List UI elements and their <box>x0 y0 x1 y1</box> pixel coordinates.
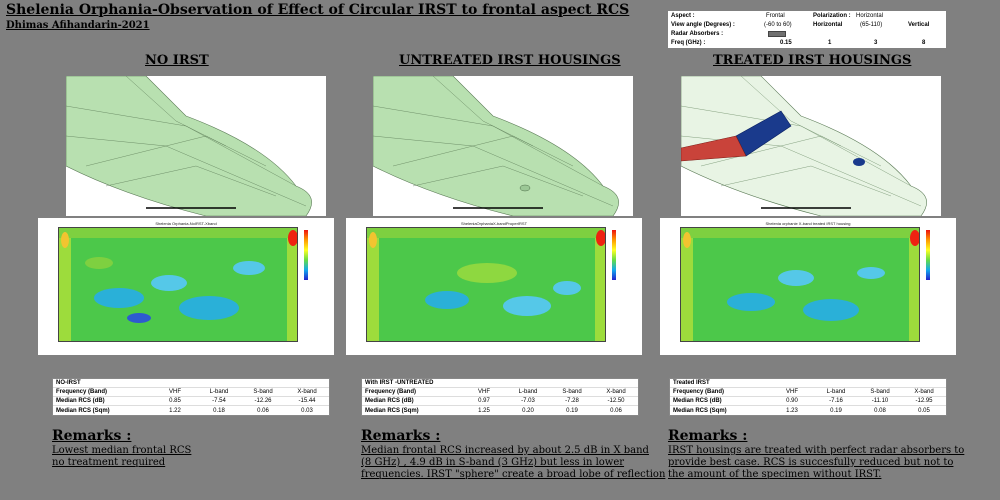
rcs-heatmap-field <box>59 228 297 341</box>
table-row: Frequency (Band) VHF L-band S-band X-ban… <box>670 388 946 397</box>
aircraft-model-render <box>373 76 633 216</box>
rcs-heatmap-field <box>367 228 605 341</box>
aspect-value: Frontal <box>766 13 785 19</box>
section-heading-no-irst: NO IRST <box>145 53 209 68</box>
view-angle-range-2: (65-110) <box>860 22 883 28</box>
view-angle-range-1: (-60 to 60) <box>764 22 792 28</box>
table-title: NO-IRST <box>56 380 81 386</box>
parameters-table: Aspect : Frontal Polarization : Horizont… <box>668 11 946 48</box>
rcs-colorbar <box>926 230 930 280</box>
table-title: Treated IRST <box>673 380 710 386</box>
rcs-colorbar <box>612 230 616 280</box>
results-table: NO-IRST Frequency (Band) VHF L-band S-ba… <box>52 378 330 416</box>
rcs-heatmap-field <box>681 228 919 341</box>
aircraft-nose-wireframe-treated <box>681 76 927 216</box>
table-row: Median RCS (dB) 0.90 -7.16 -11.10 -12.95 <box>670 397 946 406</box>
remarks-heading: Remarks : <box>361 428 441 444</box>
absorber-swatch <box>768 31 786 37</box>
remarks-text: Lowest median frontal RCS no treatment r… <box>52 445 192 468</box>
freq-value: 0.15 <box>780 40 792 46</box>
aircraft-model-render <box>681 76 941 216</box>
view-angle-label: View angle (Degrees) : <box>671 22 735 28</box>
rcs-map: SheleniaOrphaniaX-bandProperIRST <box>346 218 642 355</box>
results-table: Treated IRST Frequency (Band) VHF L-band… <box>669 378 947 416</box>
view-angle-horizontal: Horizontal <box>813 22 843 28</box>
author: Dhimas Afihandarin-2021 <box>6 20 150 31</box>
polarization-value: Horizontal <box>856 13 884 19</box>
rcs-map-title: Shelenia Orphania-NoIRST-Xband <box>155 221 217 226</box>
page-title: Shelenia Orphania-Observation of Effect … <box>6 2 630 18</box>
results-table: With IRST -UNTREATED Frequency (Band) VH… <box>361 378 639 416</box>
remarks-text: Median frontal RCS increased by about 2.… <box>361 445 666 480</box>
remarks-heading: Remarks : <box>52 428 132 444</box>
freq-value: 3 <box>874 40 878 46</box>
table-title: With IRST -UNTREATED <box>365 380 434 386</box>
rcs-map: Shelenia orphanie X-band treated IRST ho… <box>660 218 956 355</box>
radar-absorbers-label: Radar Absorbers : <box>671 31 724 37</box>
remarks-heading: Remarks : <box>668 428 748 444</box>
section-heading-untreated: UNTREATED IRST HOUSINGS <box>399 53 621 68</box>
table-row: Median RCS (Sqm) 1.22 0.18 0.06 0.03 <box>56 407 313 414</box>
freq-value: 8 <box>922 40 926 46</box>
rcs-heatmap <box>680 227 920 342</box>
table-row: Median RCS (dB) 0.97 -7.03 -7.28 -12.50 <box>362 397 638 406</box>
aircraft-model-render <box>66 76 326 216</box>
view-angle-vertical: Vertical <box>908 22 930 28</box>
aircraft-nose-wireframe-irst <box>373 76 619 216</box>
rcs-map-title: Shelenia orphanie X-band treated IRST ho… <box>765 221 851 226</box>
polarization-label: Polarization : <box>813 13 851 19</box>
table-row: Median RCS (Sqm) 1.25 0.20 0.19 0.06 <box>365 407 622 414</box>
rcs-heatmap <box>366 227 606 342</box>
table-row: Median RCS (dB) 0.85 -7.54 -12.26 -15.44 <box>53 397 329 406</box>
remarks-text: IRST housings are treated with perfect r… <box>668 445 965 480</box>
freq-label: Freq (GHz) : <box>671 40 706 46</box>
table-row: Frequency (Band) VHF L-band S-band X-ban… <box>362 388 638 397</box>
freq-value: 1 <box>828 40 832 46</box>
aspect-label: Aspect : <box>671 13 695 19</box>
rcs-map: Shelenia Orphania-NoIRST-Xband <box>38 218 334 355</box>
table-row: Median RCS (Sqm) 1.23 0.19 0.08 0.05 <box>673 407 930 414</box>
aircraft-nose-wireframe <box>66 76 312 216</box>
rcs-colorbar <box>304 230 308 280</box>
rcs-map-title: SheleniaOrphaniaX-bandProperIRST <box>460 221 528 226</box>
rcs-heatmap <box>58 227 298 342</box>
table-row: Frequency (Band) VHF L-band S-band X-ban… <box>53 388 329 397</box>
section-heading-treated: TREATED IRST HOUSINGS <box>713 53 912 68</box>
